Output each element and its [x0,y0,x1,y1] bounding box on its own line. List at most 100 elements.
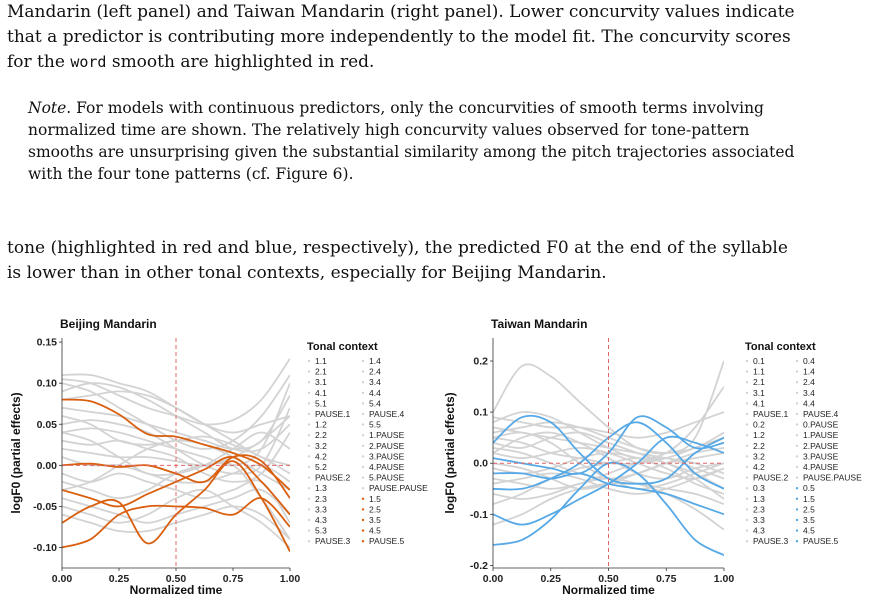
legend-key [795,455,799,458]
legend-key [745,381,749,384]
legend-entry: 2.5 [369,504,381,514]
legend-entry: 1.3 [753,494,765,504]
x-tick-label: 1.00 [714,573,735,585]
legend-entry: 3.3 [315,504,327,514]
legend-entry: 1.PAUSE [803,430,839,440]
note-line-2: normalized time are shown. The relativel… [28,121,750,139]
x-tick-label: 0.25 [541,573,562,585]
legend-entry: PAUSE.2 [753,473,789,483]
legend-entry: 0.4 [803,356,815,366]
highlight-series-line [493,472,724,516]
x-tick-label: 0.75 [223,573,244,585]
legend-entry: PAUSE.PAUSE [803,473,862,483]
x-tick-label: 1.00 [280,573,301,585]
legend-key [307,529,311,532]
y-tick-label: 0.00 [37,460,58,472]
y-tick-label: -0.10 [33,542,57,554]
grey-series-line [62,390,290,467]
legend-entry: 3.4 [369,377,381,387]
legend-entry: 4.2 [753,462,765,472]
legend-entry: 1.PAUSE [369,430,405,440]
legend-entry: 4.1 [753,398,765,408]
legend-key [795,391,799,394]
legend-key [795,412,799,416]
legend-key [307,476,311,479]
legend-entry: 0.PAUSE [803,420,839,430]
chart-title: Taiwan Mandarin [491,317,587,331]
legend-entry: 4.5 [369,526,381,536]
legend-entry: 5.5 [369,420,381,430]
x-tick-label: 0.50 [166,573,187,585]
legend-key [745,370,749,373]
legend-key [745,518,749,522]
legend-key [745,540,749,543]
legend-entry: 3.5 [803,515,815,525]
legend-key [307,465,311,469]
legend-key [307,508,311,511]
legend-key [361,465,365,469]
legend-key [745,487,749,490]
y-tick-label: 0.0 [473,458,488,470]
legend-key [307,391,311,394]
legend-entry: 3.PAUSE [369,451,405,461]
legend-entry: 3.2 [753,451,765,461]
legend-key [361,497,365,500]
legend-key [307,434,311,437]
legend-key [795,476,799,479]
y-tick-label: -0.05 [33,501,57,513]
legend-entry: 2.4 [803,377,815,387]
legend-entry: 2.PAUSE [803,441,839,451]
y-tick-label: 0.15 [37,337,58,349]
taiwan-chart: Taiwan Mandarin 0.00 0.25 0.50 0.75 1.00 -0.2 -… [443,317,862,597]
plot-area [62,338,290,568]
legend-key [745,423,749,426]
legend-key [745,476,749,479]
x-axis-label: Normalized time [562,583,655,597]
legend-key [745,359,749,363]
legend-key [307,402,311,405]
legend-key [361,487,365,490]
legend-entry: 3.2 [315,441,327,451]
legend-key [795,359,799,363]
legend-entry: 0.2 [753,420,765,430]
legend-entry: 2.2 [315,430,327,440]
legend-key [361,476,365,479]
body-line-1: tone (highlighted in red and blue, respe… [7,238,788,258]
legend-entry: 3.1 [753,388,765,398]
legend-key [361,434,365,437]
legend-key [795,434,799,437]
legend-key [307,540,311,543]
legend-entry: 3.3 [753,515,765,525]
legend-entry: 2.2 [753,441,765,451]
legend-entry: 1.2 [753,430,765,440]
chart-title: Beijing Mandarin [60,317,157,331]
legend-entry: 1.5 [369,494,381,504]
legend-entry: 1.5 [803,494,815,504]
legend: Tonal context0.11.12.13.14.1PAUSE.10.21.… [745,341,862,546]
legend-key [795,465,799,469]
legend-entry: 4.1 [315,388,327,398]
grey-series-line [62,488,290,549]
y-axis-label: logF0 (partial effects) [9,392,23,513]
legend-key [307,444,311,447]
caption-code-word: word [70,53,107,71]
legend-key [745,412,749,416]
legend-key [745,391,749,394]
legend-entry: 4.PAUSE [803,462,839,472]
legend-key [795,497,799,500]
caption-line-3: for the word smooth are highlighted in r… [7,50,885,75]
legend-key [361,529,365,532]
legend-entry: 2.5 [803,504,815,514]
legend-entry: 5.4 [369,398,381,408]
body-line-2: is lower than in other tonal contexts, e… [7,263,607,283]
y-axis-label: logF0 (partial effects) [443,392,457,513]
legend-key [795,381,799,384]
legend-key [361,540,365,543]
legend-entry: 3.5 [369,515,381,525]
legend-entry: 2.PAUSE [369,441,405,451]
legend-entry: 0.1 [753,356,765,366]
legend-entry: 2.3 [753,504,765,514]
legend-key [361,518,365,522]
legend-key [745,455,749,458]
plot-area [493,338,724,568]
